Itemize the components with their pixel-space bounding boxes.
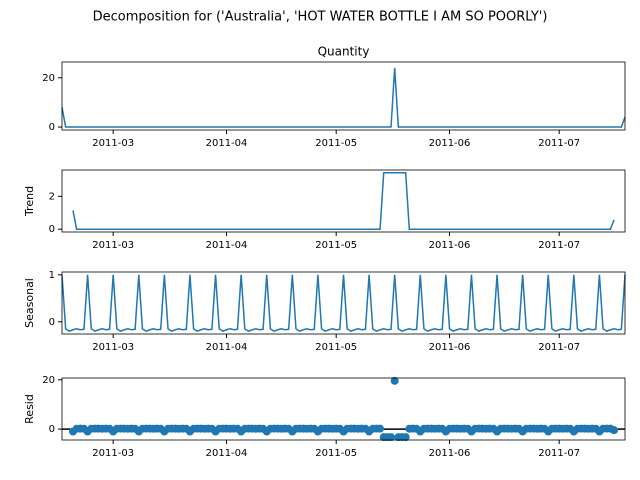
y-tick-label: 2 <box>49 191 55 202</box>
y-tick-label: 20 <box>42 73 55 84</box>
x-tick-label: 2011-03 <box>92 138 134 149</box>
x-tick-label: 2011-06 <box>429 342 471 353</box>
point <box>387 433 396 442</box>
x-tick-label: 2011-04 <box>206 342 248 353</box>
x-tick-label: 2011-04 <box>206 448 248 459</box>
series-line <box>72 172 615 230</box>
x-tick-label: 2011-05 <box>315 138 357 149</box>
x-tick-label: 2011-06 <box>429 138 471 149</box>
point <box>390 376 399 385</box>
y-axis-label: Seasonal <box>23 278 36 328</box>
series-line <box>61 67 626 128</box>
panel-title: Quantity <box>318 45 370 59</box>
x-tick-label: 2011-05 <box>315 240 357 251</box>
series-line <box>61 274 626 333</box>
y-tick-label: 0 <box>49 224 55 235</box>
axes-frame <box>61 61 626 131</box>
y-tick-label: 0 <box>49 122 55 133</box>
point <box>610 426 619 435</box>
x-tick-label: 2011-03 <box>92 240 134 251</box>
y-tick-label: 0 <box>49 317 55 328</box>
x-tick-label: 2011-05 <box>315 342 357 353</box>
point <box>376 424 385 433</box>
x-tick-label: 2011-07 <box>538 240 580 251</box>
x-tick-label: 2011-03 <box>92 448 134 459</box>
y-tick-label: 1 <box>49 270 55 281</box>
y-axis-label: Resid <box>23 394 36 424</box>
point <box>401 433 410 442</box>
x-tick-label: 2011-04 <box>206 138 248 149</box>
x-tick-label: 2011-05 <box>315 448 357 459</box>
axes-frame <box>61 169 626 233</box>
axes-frame <box>61 377 626 441</box>
x-tick-label: 2011-04 <box>206 240 248 251</box>
y-tick-label: 0 <box>49 424 55 435</box>
figure-title: Decomposition for ('Australia', 'HOT WAT… <box>93 10 548 25</box>
x-tick-label: 2011-07 <box>538 138 580 149</box>
x-tick-label: 2011-06 <box>429 240 471 251</box>
x-tick-label: 2011-03 <box>92 342 134 353</box>
y-axis-label: Trend <box>23 186 36 217</box>
axes-frame <box>61 271 626 335</box>
x-tick-label: 2011-07 <box>538 342 580 353</box>
x-tick-label: 2011-06 <box>429 448 471 459</box>
x-tick-label: 2011-07 <box>538 448 580 459</box>
y-tick-label: 20 <box>42 375 55 386</box>
